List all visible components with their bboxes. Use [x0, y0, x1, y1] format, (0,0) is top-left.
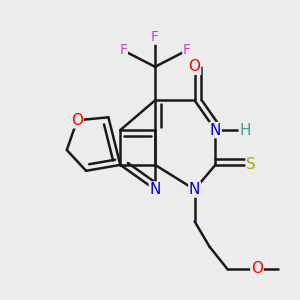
Text: F: F — [183, 44, 191, 57]
Text: H: H — [239, 123, 251, 138]
Text: O: O — [251, 261, 263, 276]
Text: N: N — [189, 182, 200, 197]
Text: F: F — [151, 30, 159, 44]
Text: F: F — [119, 44, 127, 57]
Text: S: S — [246, 158, 256, 172]
Text: O: O — [189, 59, 201, 74]
Text: O: O — [71, 113, 83, 128]
Text: N: N — [149, 182, 161, 197]
Text: N: N — [210, 123, 221, 138]
